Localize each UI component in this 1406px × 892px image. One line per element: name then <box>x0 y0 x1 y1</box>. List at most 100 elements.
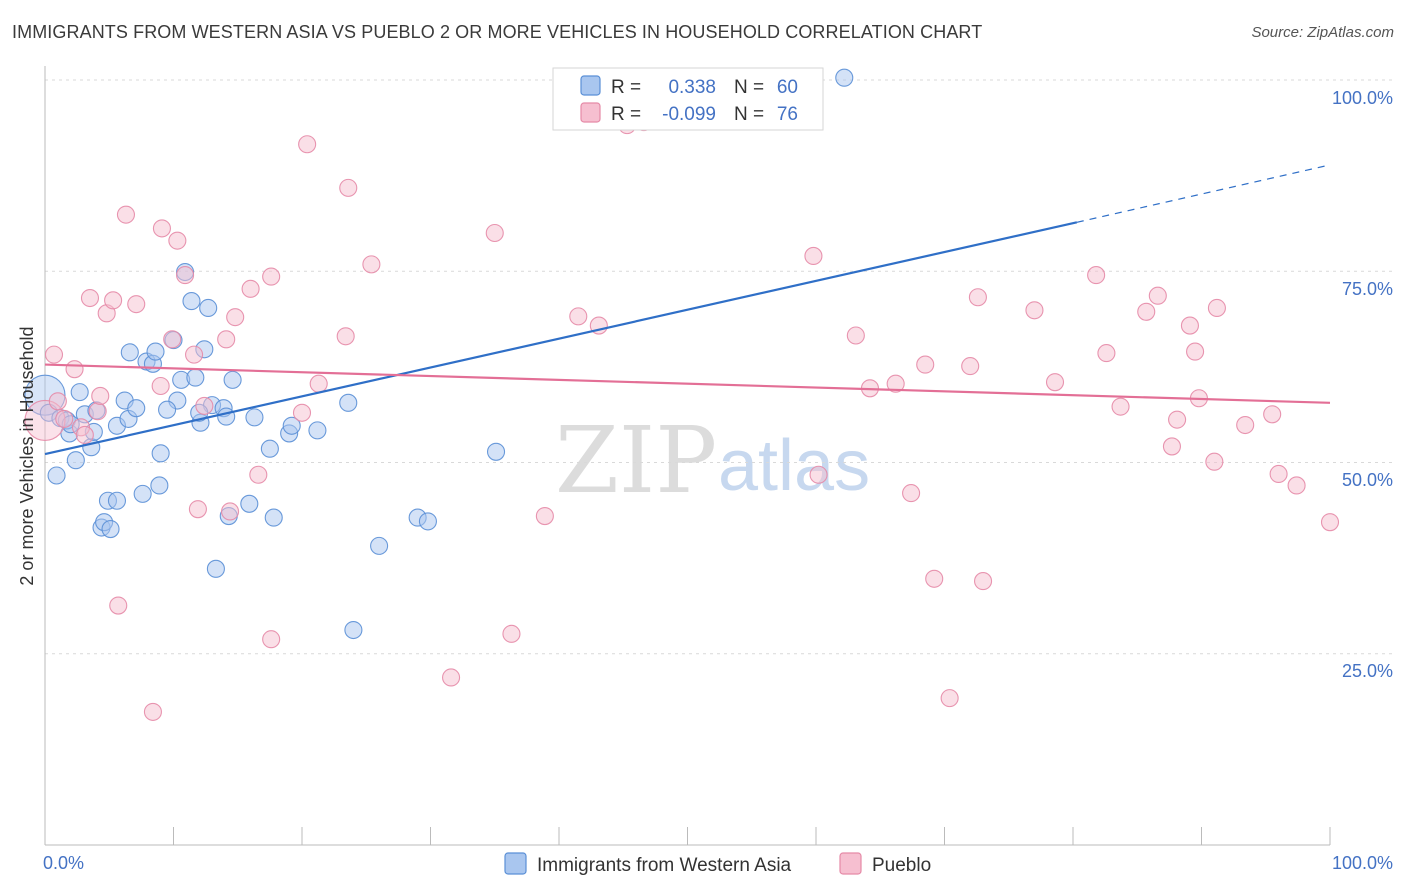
blue-point-47 <box>282 416 301 435</box>
pink-point-20 <box>176 266 195 285</box>
y-tick-label-100: 100.0% <box>1332 88 1393 108</box>
blue-point-2 <box>47 466 66 485</box>
pink-point-69 <box>1205 452 1224 471</box>
pink-point-72 <box>1263 405 1282 424</box>
y-axis-title: 2 or more Vehicles in Household <box>17 326 37 585</box>
blue-point-25 <box>150 476 169 495</box>
pink-point-61 <box>1111 397 1130 416</box>
pink-point-54 <box>961 357 980 376</box>
blue-point-19 <box>120 343 139 362</box>
pink-point-6 <box>75 425 94 445</box>
legend-swatch-pink <box>839 852 862 875</box>
y-tick-label-75: 75.0% <box>1342 279 1393 299</box>
stats-r-label-pink: R = <box>611 104 641 125</box>
pink-point-57 <box>1025 301 1044 320</box>
blue-point-42 <box>240 494 259 513</box>
watermark: ZIP atlas <box>555 407 870 514</box>
pink-point-18 <box>163 330 182 349</box>
pink-point-21 <box>185 345 204 364</box>
blue-point-48 <box>308 421 327 440</box>
pink-point-24 <box>217 330 236 349</box>
pink-point-64 <box>1162 437 1181 456</box>
blue-point-41 <box>223 370 242 389</box>
pink-point-53 <box>940 689 959 708</box>
blue-point-26 <box>151 444 170 463</box>
blue-point-20 <box>127 399 146 418</box>
blue-point-55 <box>835 68 854 87</box>
pink-point-33 <box>309 374 328 393</box>
x-tick-label-max: 100.0% <box>1332 853 1393 873</box>
blue-point-14 <box>101 520 120 539</box>
pink-point-65 <box>1168 410 1187 429</box>
blue-point-37 <box>206 559 225 578</box>
pink-point-60 <box>1097 344 1116 363</box>
legend-swatch-blue <box>504 852 527 875</box>
blue-point-6 <box>70 383 89 402</box>
pink-point-45 <box>804 246 823 265</box>
pink-point-70 <box>1207 298 1226 318</box>
pink-point-22 <box>188 500 207 519</box>
y-tick-label-50: 50.0% <box>1342 470 1393 490</box>
pink-point-32 <box>298 135 317 154</box>
pink-point-40 <box>535 506 554 526</box>
blue-point-21 <box>133 484 152 503</box>
blue-trend-line <box>44 221 1078 456</box>
blue-point-44 <box>260 439 279 458</box>
watermark-atlas: atlas <box>718 426 870 506</box>
blue-trend-line-extension <box>1076 164 1331 223</box>
pink-point-28 <box>249 465 268 484</box>
series-legend: Immigrants from Western Asia Pueblo <box>504 852 931 876</box>
pink-point-41 <box>569 307 588 326</box>
pink-point-35 <box>339 178 358 197</box>
blue-point-39 <box>217 407 236 426</box>
pink-point-11 <box>104 291 123 310</box>
pink-point-71 <box>1236 415 1255 435</box>
stats-swatch-blue <box>580 75 601 96</box>
x-tick-label-min: 0.0% <box>43 853 84 873</box>
blue-point-45 <box>264 508 283 527</box>
pink-point-63 <box>1148 286 1167 305</box>
pink-point-1 <box>44 345 64 364</box>
pink-point-8 <box>88 402 107 421</box>
legend-label-blue: Immigrants from Western Asia <box>537 855 792 876</box>
legend-label-pink: Pueblo <box>872 855 931 876</box>
blue-point-31 <box>182 292 201 311</box>
pink-point-4 <box>65 360 84 379</box>
stats-r-label-blue: R = <box>611 77 641 98</box>
pink-point-62 <box>1137 302 1156 321</box>
pink-point-15 <box>143 702 162 721</box>
blue-point-53 <box>418 512 437 531</box>
blue-point-43 <box>245 408 264 427</box>
pink-point-51 <box>916 355 935 374</box>
blue-point-24 <box>146 342 165 361</box>
pink-point-12 <box>109 596 128 615</box>
pink-point-49 <box>886 374 905 393</box>
blue-point-50 <box>344 620 363 640</box>
stats-r-value-pink: -0.099 <box>662 104 716 125</box>
stats-n-label-blue: N = <box>734 77 764 98</box>
blue-point-49 <box>339 393 358 412</box>
pink-point-34 <box>336 327 355 346</box>
pink-point-31 <box>292 403 312 422</box>
y-tick-label-25: 25.0% <box>1342 661 1393 681</box>
pink-point-38 <box>485 223 504 243</box>
pink-point-26 <box>226 308 245 327</box>
pink-point-29 <box>262 630 281 649</box>
pink-trend-line <box>44 363 1331 404</box>
pink-point-58 <box>1045 373 1065 392</box>
watermark-zip: ZIP <box>555 407 717 514</box>
pink-point-36 <box>362 255 381 274</box>
blue-point-35 <box>199 298 218 318</box>
pink-point-73 <box>1269 464 1288 484</box>
pink-point-47 <box>846 326 865 345</box>
pink-point-16 <box>151 376 170 396</box>
pink-point-39 <box>502 624 521 643</box>
data-points <box>24 68 1340 721</box>
pink-point-55 <box>968 288 987 307</box>
pink-point-66 <box>1180 316 1199 335</box>
pink-point-14 <box>127 295 146 314</box>
stats-n-label-pink: N = <box>734 104 764 125</box>
pink-point-56 <box>973 572 993 591</box>
pink-point-13 <box>116 205 136 224</box>
